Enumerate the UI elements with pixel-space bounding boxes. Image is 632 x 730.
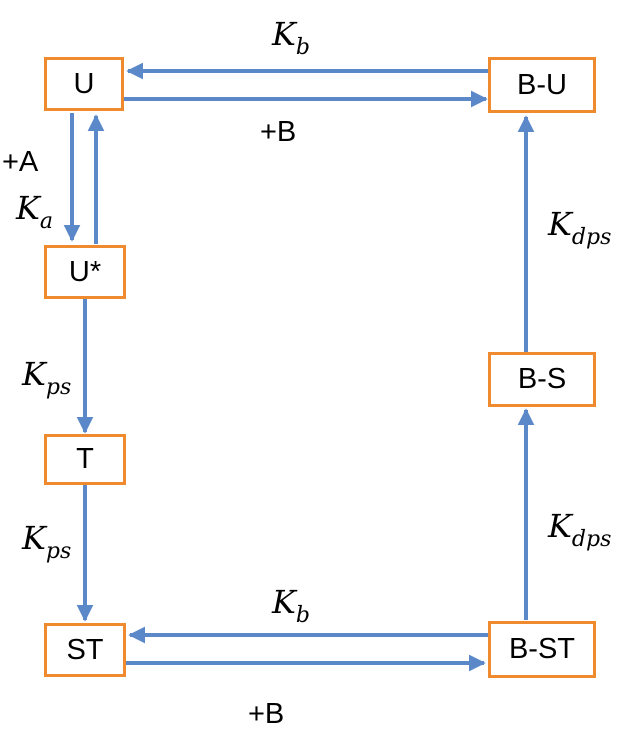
- label-k-a-base: K: [16, 189, 40, 227]
- label-k-ps-lower: Kps: [22, 522, 71, 563]
- label-k-b-top-base: K: [272, 15, 296, 53]
- node-b-st: B-ST: [488, 621, 596, 678]
- node-b-s: B-S: [488, 352, 596, 407]
- label-k-ps-lower-base: K: [22, 519, 46, 557]
- label-k-dps-lower-base: K: [548, 507, 572, 545]
- label-k-ps-upper: Kps: [22, 358, 71, 399]
- label-k-ps-lower-sub: ps: [45, 539, 72, 564]
- node-st: ST: [44, 623, 126, 677]
- label-k-dps-upper-base: K: [548, 205, 572, 243]
- label-k-a: Ka: [16, 192, 53, 233]
- label-k-b-bottom-sub: b: [295, 603, 310, 628]
- label-plus-a: +A: [2, 146, 39, 178]
- label-k-ps-upper-base: K: [22, 355, 46, 393]
- label-plus-b-bottom: +B: [248, 698, 285, 730]
- node-t: T: [44, 434, 126, 485]
- node-u-star: U*: [44, 245, 126, 299]
- label-plus-b-top: +B: [260, 116, 297, 148]
- label-k-dps-lower-sub: dps: [571, 527, 612, 552]
- label-k-dps-upper: Kdps: [548, 208, 611, 249]
- label-k-dps-upper-sub: dps: [571, 225, 612, 250]
- label-k-ps-upper-sub: ps: [45, 375, 72, 400]
- label-k-a-sub: a: [39, 209, 54, 234]
- label-k-b-top-sub: b: [295, 35, 310, 60]
- label-k-b-bottom: Kb: [272, 586, 310, 627]
- label-k-b-bottom-base: K: [272, 583, 296, 621]
- label-k-b-top: Kb: [272, 18, 310, 59]
- label-k-dps-lower: Kdps: [548, 510, 611, 551]
- node-u: U: [44, 57, 124, 111]
- node-b-u: B-U: [488, 57, 596, 113]
